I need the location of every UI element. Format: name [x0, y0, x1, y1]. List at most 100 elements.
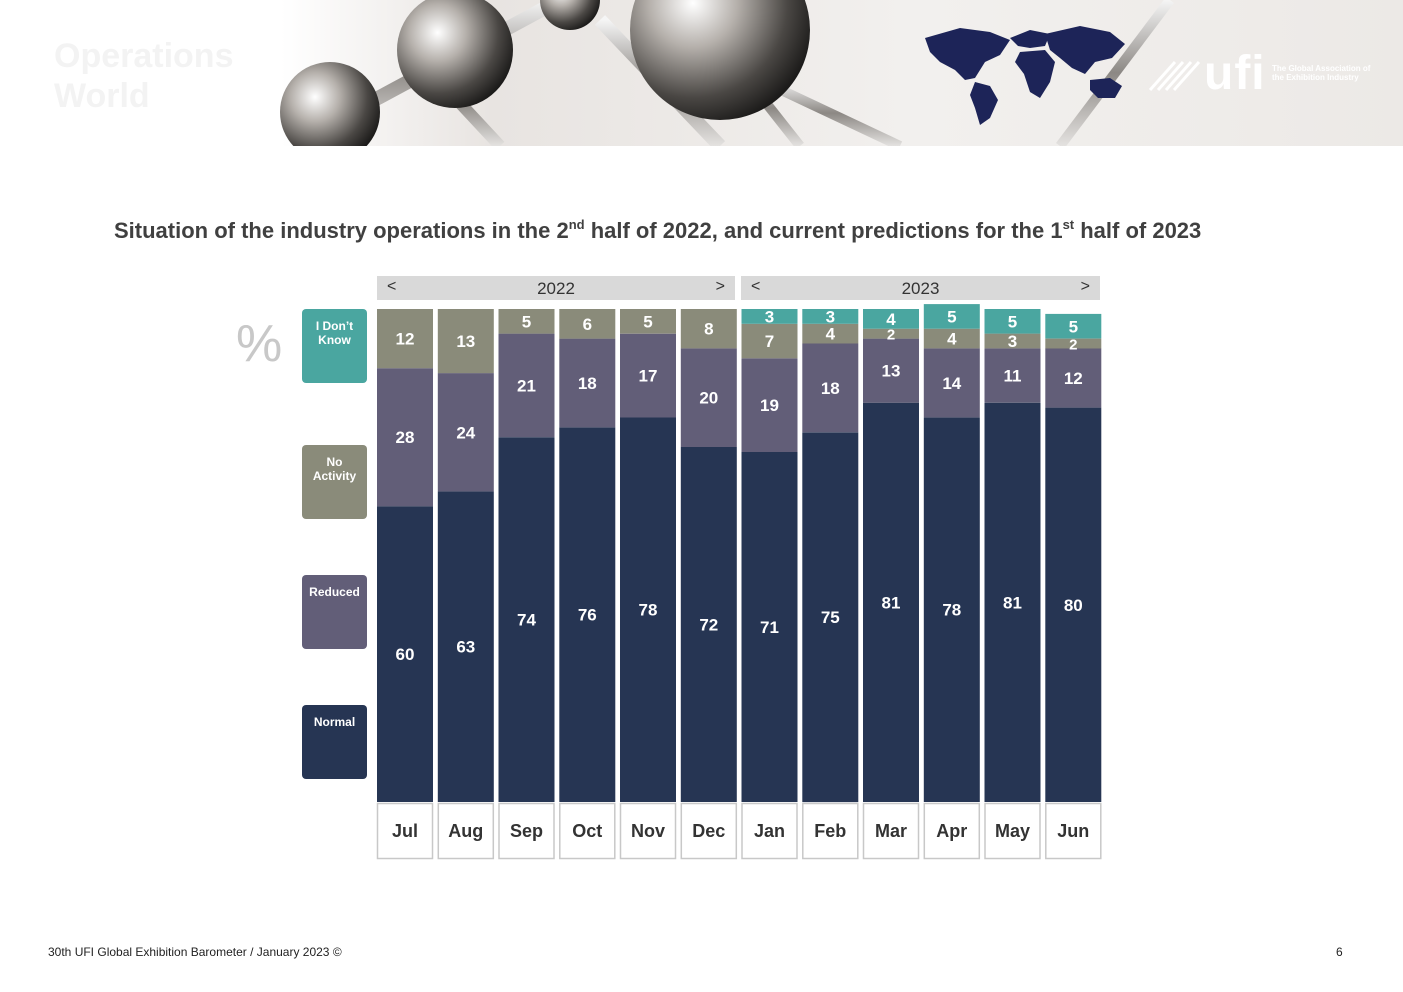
data-label: 14 — [942, 374, 961, 393]
category-box — [923, 802, 981, 860]
legend-item-reduced: Reduced — [302, 575, 367, 649]
bar-segment-no-activity-jun — [1045, 338, 1102, 349]
data-label: 5 — [1069, 317, 1078, 336]
category-box — [680, 802, 738, 860]
data-label: 78 — [942, 601, 961, 620]
bar-segment-reduced-nov — [620, 333, 676, 418]
bar-segment-no-activity-jul — [377, 309, 433, 369]
bar-segment-no-activity-oct — [559, 309, 616, 339]
year-prev-arrow: < — [387, 278, 397, 295]
data-label: 5 — [1008, 312, 1017, 331]
chart-title-part1: Situation of the industry operations in … — [114, 218, 569, 243]
legend-label: Activity — [312, 469, 357, 483]
legend-label: Normal — [313, 715, 356, 729]
data-label: 6 — [583, 315, 592, 334]
legend-label: Know — [318, 333, 351, 347]
data-label: 13 — [456, 332, 475, 351]
category-box — [376, 802, 434, 860]
bar-segment-normal-feb — [802, 432, 859, 803]
bar-segment-no-activity-jan — [741, 323, 798, 359]
bar-segment-reduced-apr — [923, 348, 980, 418]
bar-segment-reduced-sep — [498, 333, 555, 438]
legend-label: No — [326, 455, 343, 469]
data-label: 75 — [821, 608, 840, 627]
bar-segment-i-don-t-know-apr — [923, 304, 980, 329]
bar-segment-normal-apr — [923, 417, 980, 802]
chart-title-part2: half of 2022, and current predictions fo… — [584, 218, 1063, 243]
bar-segment-no-activity-mar — [863, 328, 919, 339]
data-label: 81 — [1003, 593, 1022, 612]
bar-segment-no-activity-apr — [923, 328, 980, 349]
data-label: 74 — [517, 611, 536, 630]
x-tick-label: Jul — [392, 821, 418, 841]
bar-segment-reduced-mar — [863, 338, 919, 403]
bar-segment-no-activity-dec — [680, 309, 737, 349]
bar-segment-normal-nov — [620, 417, 676, 802]
data-label: 63 — [456, 638, 475, 657]
bar-segment-normal-aug — [437, 491, 494, 802]
data-label: 18 — [578, 374, 597, 393]
data-label: 80 — [1064, 596, 1083, 615]
banner-title: Operations World — [54, 36, 233, 116]
bar-segment-no-activity-may — [984, 333, 1041, 349]
bar-segment-normal-mar — [863, 402, 919, 802]
data-label: 71 — [760, 618, 779, 637]
bar-segment-normal-sep — [498, 437, 555, 802]
data-label: 20 — [699, 389, 718, 408]
bar-segment-i-don-t-know-mar — [863, 309, 919, 329]
data-label: 19 — [760, 396, 779, 415]
banner-image — [0, 0, 1403, 162]
category-box — [1045, 802, 1102, 860]
category-box — [984, 802, 1041, 860]
x-tick-label: Dec — [692, 821, 725, 841]
molecule-decoration — [280, 0, 1174, 162]
ufi-logo-text: ufi — [1204, 47, 1266, 100]
x-tick-label: Jan — [754, 821, 785, 841]
chart-title-sup2: st — [1062, 217, 1075, 232]
category-box — [862, 802, 920, 860]
data-label: 78 — [639, 601, 658, 620]
data-label: 11 — [1004, 367, 1022, 386]
data-label: 60 — [396, 645, 415, 664]
bar-segment-reduced-feb — [802, 343, 859, 433]
data-label: 4 — [886, 310, 896, 329]
legend-item-no-activity: No Activity — [302, 445, 367, 519]
data-label: 4 — [947, 330, 957, 349]
category-box — [559, 802, 616, 860]
data-label: 3 — [765, 307, 774, 326]
x-tick-label: Feb — [814, 821, 846, 841]
data-label: 28 — [396, 428, 415, 447]
legend-item-dont-know: I Don’t Know — [302, 309, 367, 383]
ufi-logo-icon — [1148, 61, 1201, 91]
banner-title-line2: World — [54, 77, 150, 115]
x-tick-label: Nov — [631, 821, 665, 841]
bar-segment-normal-dec — [680, 447, 737, 802]
data-label: 24 — [456, 423, 475, 442]
data-label: 7 — [765, 332, 774, 351]
legend-label: I Don’t — [315, 319, 354, 333]
x-tick-label: May — [995, 821, 1030, 841]
bar-segment-no-activity-aug — [437, 309, 494, 374]
year-next-arrow: > — [715, 278, 725, 295]
data-label: 5 — [947, 307, 956, 326]
bar-segment-normal-jun — [1045, 407, 1102, 802]
bar-segment-normal-oct — [559, 427, 616, 802]
world-map-icon — [925, 26, 1125, 125]
bar-segment-reduced-aug — [437, 373, 494, 492]
x-tick-label: Jun — [1057, 821, 1089, 841]
bar-segment-i-don-t-know-may — [984, 309, 1041, 334]
year-header-2023: < 2023 > — [741, 276, 1100, 300]
x-tick-label: Aug — [448, 821, 483, 841]
data-label: 18 — [821, 379, 840, 398]
chart-title: Situation of the industry operations in … — [114, 218, 1201, 244]
bar-segment-i-don-t-know-jun — [1045, 313, 1102, 339]
year-label: 2023 — [901, 279, 940, 298]
data-label: 72 — [699, 616, 718, 635]
year-header-2022: < 2022 > — [377, 276, 735, 300]
data-label: 13 — [882, 362, 901, 381]
legend-item-normal: Normal — [302, 705, 367, 779]
year-prev-arrow: < — [751, 278, 761, 295]
data-label: 4 — [826, 325, 836, 344]
bar-segment-reduced-jun — [1045, 348, 1102, 408]
